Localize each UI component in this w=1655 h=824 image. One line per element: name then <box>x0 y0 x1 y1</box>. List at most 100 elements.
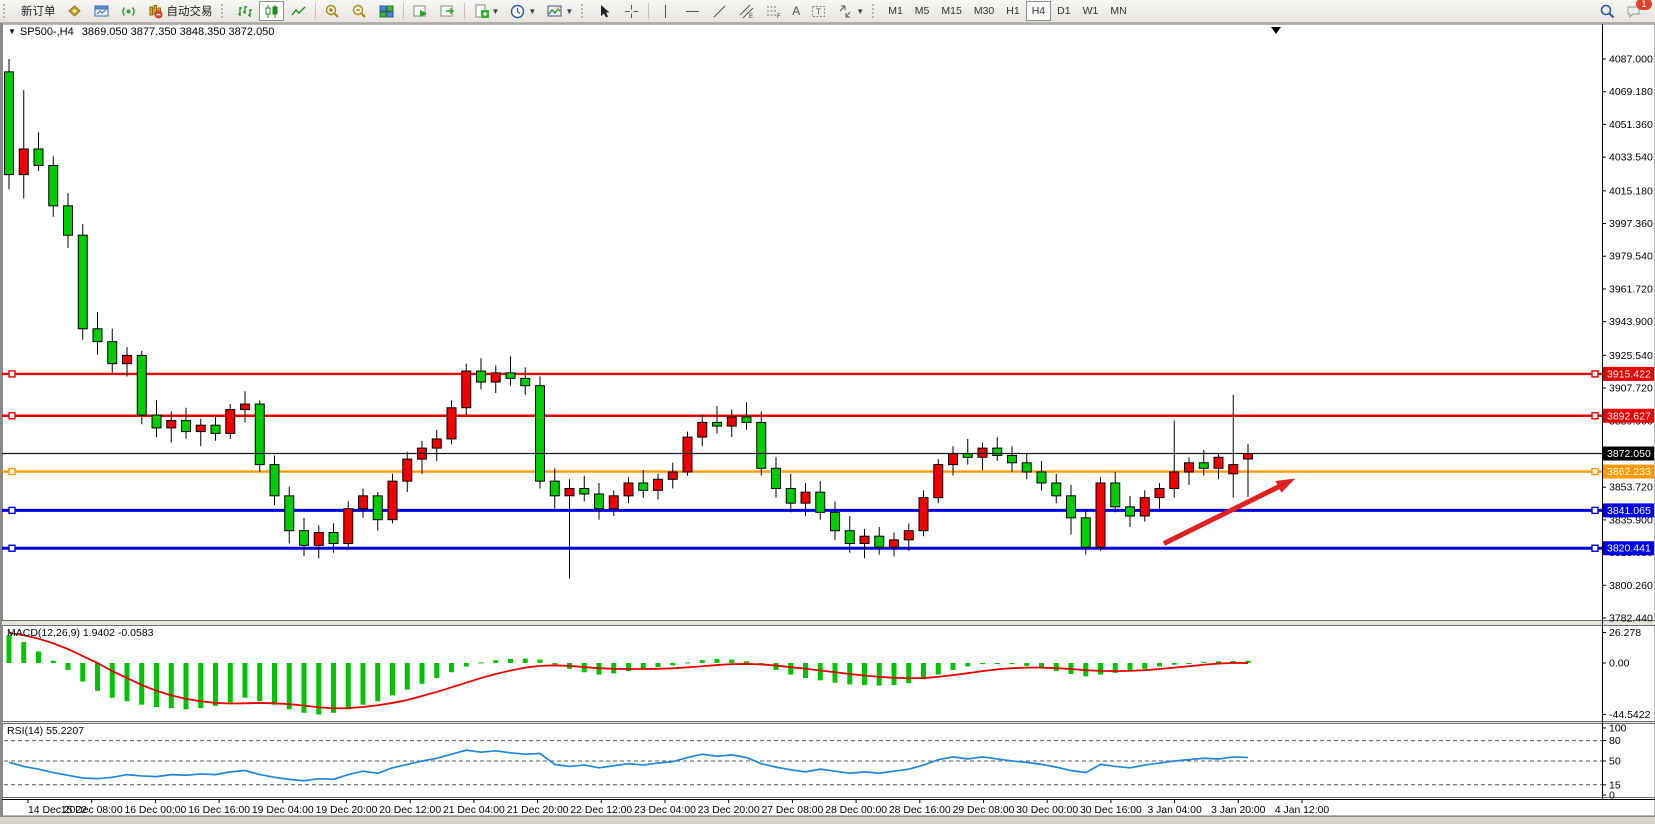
candle-body <box>653 478 663 491</box>
hline-handle[interactable] <box>1591 506 1599 515</box>
zoom-out-button[interactable] <box>347 1 372 21</box>
macd-histogram-bar <box>109 663 115 698</box>
period-button[interactable]: ▼ <box>505 1 540 21</box>
candle-body <box>712 421 722 427</box>
price-tick-label: 4033.540 <box>1609 152 1653 164</box>
hline-handle[interactable] <box>1591 370 1599 378</box>
pane-separator[interactable] <box>2 721 1655 724</box>
candle-body <box>726 416 737 427</box>
candle-body <box>4 71 14 176</box>
hline-handle[interactable] <box>1591 412 1599 420</box>
time-tick-label: 29 Dec 08:00 <box>953 805 1015 816</box>
horizontal-line-tool-button[interactable] <box>680 1 705 21</box>
toolbar-grip[interactable] <box>220 4 228 18</box>
search-button[interactable] <box>1595 1 1620 21</box>
macd-histogram-bar <box>1053 663 1059 672</box>
macd-histogram-bar <box>817 663 823 681</box>
candle-body <box>1198 462 1209 469</box>
hline-handle[interactable] <box>8 506 16 515</box>
toolbar-grip[interactable] <box>3 4 10 18</box>
symbol-dropdown-icon[interactable]: ▼ <box>8 27 16 36</box>
terminal-window-button[interactable] <box>89 1 114 21</box>
autotrade-button[interactable]: 自动交易 <box>143 1 217 21</box>
template-button[interactable]: ▼ <box>542 1 577 21</box>
chat-button[interactable]: 1 <box>1622 0 1652 21</box>
order-ticket-icon[interactable] <box>62 1 87 21</box>
tf-H1[interactable]: H1 <box>1006 5 1020 17</box>
hline-handle[interactable] <box>8 370 16 378</box>
cursor-icon <box>601 4 610 17</box>
line-chart-button[interactable] <box>286 1 311 21</box>
trendline-tool-button[interactable] <box>707 1 732 21</box>
candle-body <box>328 532 339 545</box>
candle-body <box>549 480 560 497</box>
hline-price-tag[interactable] <box>1603 464 1654 479</box>
candle-body <box>122 354 132 365</box>
hline-handle[interactable] <box>1591 544 1599 552</box>
macd-histogram-bar <box>950 663 956 670</box>
chart-ohlc-values: 3869.050 3877.350 3848.350 3872.050 <box>81 26 275 38</box>
hline-handle[interactable] <box>8 544 16 552</box>
signal-button[interactable] <box>116 1 141 21</box>
price-tick-label: 3782.440 <box>1609 612 1653 624</box>
new-order-button[interactable]: 新订单 <box>14 1 60 21</box>
candle-body <box>1169 471 1180 489</box>
candle-body <box>1080 517 1091 548</box>
tf-H4[interactable]: H4 <box>1025 1 1052 21</box>
tf-M1[interactable]: M1 <box>888 5 903 17</box>
text-tool-button[interactable]: A <box>788 1 804 21</box>
chart-shift-button[interactable] <box>435 1 460 21</box>
channel-tool-button[interactable]: E <box>734 1 759 21</box>
hline-price-tag-label: 3820.441 <box>1607 543 1651 555</box>
chart-shift-marker[interactable] <box>1271 27 1281 34</box>
crosshair-tool-button[interactable] <box>619 1 644 21</box>
macd-histogram-bar <box>862 663 867 685</box>
macd-histogram-bar <box>1112 663 1118 673</box>
candle-body <box>195 424 206 433</box>
pane-separator[interactable] <box>2 620 1655 626</box>
toolbar-grip[interactable] <box>872 4 879 18</box>
trend-arrow[interactable] <box>1162 480 1288 546</box>
tile-windows-button[interactable] <box>374 1 399 21</box>
tf-M5[interactable]: M5 <box>914 5 930 17</box>
time-tick-label: 19 Dec 04:00 <box>252 805 314 816</box>
vertical-line-tool-button[interactable] <box>653 1 678 21</box>
tf-M15[interactable]: M15 <box>941 5 962 17</box>
candlestick-chart-icon <box>265 4 277 18</box>
price-tick-label: 3800.260 <box>1609 580 1653 592</box>
toolbar-grip[interactable] <box>581 4 588 18</box>
hline-handle[interactable] <box>8 467 16 476</box>
fibonacci-tool-button[interactable]: F <box>761 1 786 21</box>
candle-body <box>638 482 649 491</box>
hline-price-tag[interactable] <box>1603 408 1654 423</box>
tf-W1[interactable]: W1 <box>1082 5 1099 17</box>
arrows-tool-button[interactable]: ▼ <box>833 1 868 21</box>
new-chart-button[interactable]: ▼ <box>469 1 504 21</box>
candle-body <box>343 508 354 545</box>
indicator-list-button[interactable] <box>408 1 433 21</box>
bar-chart-button[interactable] <box>232 1 257 21</box>
hline-price-tag[interactable] <box>1603 503 1654 518</box>
tf-D1[interactable]: D1 <box>1057 5 1071 17</box>
candlestick-chart-button[interactable] <box>258 1 284 21</box>
hline-price-tag[interactable] <box>1603 366 1654 381</box>
zoom-in-button[interactable] <box>320 1 345 21</box>
rsi-tick-label: 0 <box>1609 790 1615 802</box>
tf-M30[interactable]: M30 <box>973 5 995 17</box>
candle-body <box>269 464 280 497</box>
macd-histogram-bar <box>640 663 646 669</box>
macd-histogram-bar <box>921 663 926 680</box>
label-tool-button[interactable]: T <box>806 1 831 21</box>
candle-body <box>903 530 914 541</box>
hline-handle[interactable] <box>1591 467 1599 476</box>
cursor-tool-button[interactable] <box>592 1 617 21</box>
hline-price-tag[interactable] <box>1603 541 1654 556</box>
horizontal-line-icon <box>686 10 700 12</box>
macd-histogram-bar <box>301 663 307 713</box>
macd-histogram-bar <box>80 663 86 682</box>
trend-arrow-head[interactable] <box>1275 478 1296 493</box>
tf-MN[interactable]: MN <box>1110 5 1127 17</box>
hline-handle[interactable] <box>8 412 16 420</box>
price-tick-label: 3961.720 <box>1609 283 1653 295</box>
